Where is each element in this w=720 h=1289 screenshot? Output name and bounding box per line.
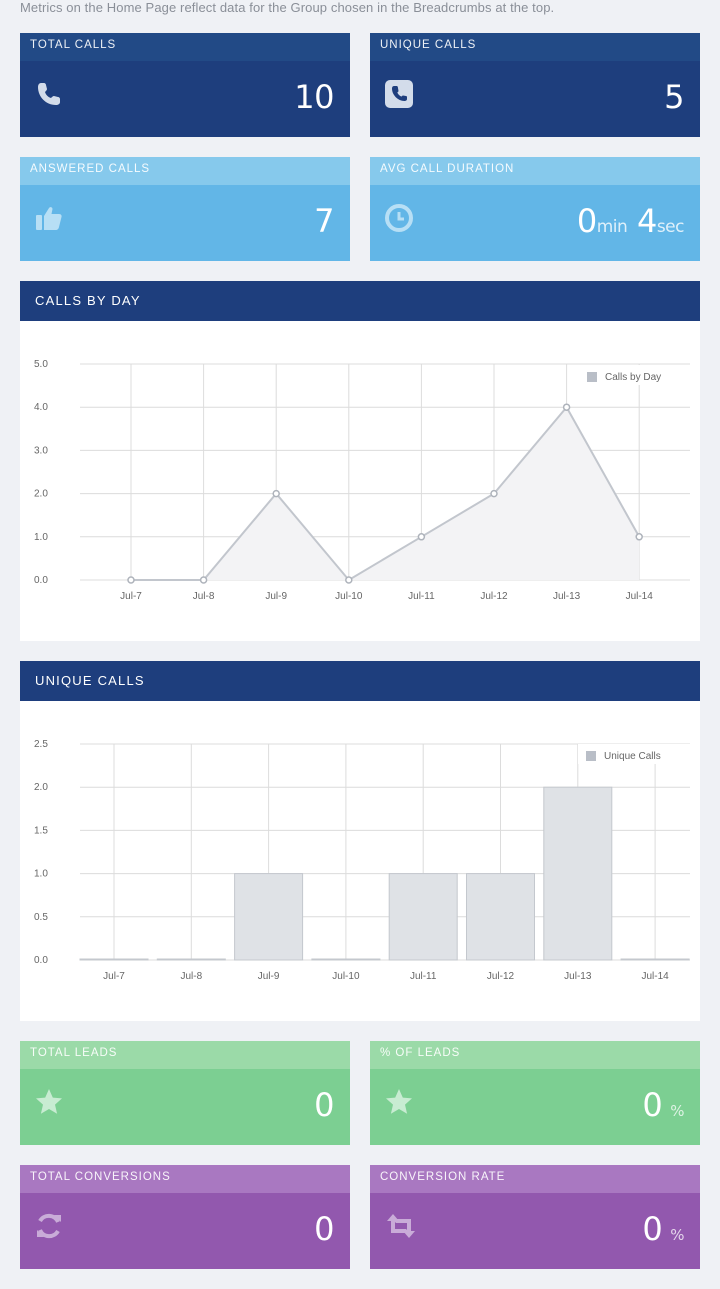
y-tick-label: 1.5 — [34, 825, 48, 836]
card-value: 0 — [642, 1210, 663, 1248]
card-value: 7 — [314, 202, 334, 240]
data-point — [127, 576, 135, 584]
y-tick-label: 5.0 — [34, 359, 48, 370]
y-tick-label: 2.5 — [34, 739, 48, 750]
x-tick-label: Jul-11 — [410, 971, 437, 982]
legend-box — [579, 365, 691, 385]
x-tick-label: Jul-8 — [180, 971, 202, 982]
x-tick-label: Jul-12 — [487, 971, 515, 982]
bar — [156, 958, 226, 961]
bar — [620, 958, 690, 961]
y-tick-label: 0.0 — [34, 575, 48, 586]
star-icon — [386, 1089, 412, 1114]
legend-swatch — [586, 751, 596, 761]
duration-seconds: 4 — [636, 202, 657, 240]
y-tick-label: 1.0 — [34, 532, 48, 543]
card-value: 5 — [664, 78, 684, 116]
card-label: CONVERSION RATE — [370, 1165, 700, 1193]
unique-calls-panel: UNIQUE CALLS 0.0 0.5 1.0 1.5 2.0 2.5 Jul-7 Jul-… — [20, 661, 700, 1021]
legend-box — [578, 744, 690, 764]
refresh-icon — [37, 1213, 61, 1239]
panel-title: CALLS BY DAY — [20, 281, 700, 321]
duration-sec-unit: sec — [656, 217, 685, 237]
intro-text: Metrics on the Home Page reflect data fo… — [20, 0, 555, 15]
y-tick-label: 4.0 — [34, 402, 48, 413]
y-tick-label: 2.0 — [34, 782, 48, 793]
card-label: TOTAL CALLS — [20, 33, 350, 61]
x-tick-label: Jul-7 — [120, 591, 142, 602]
x-tick-label: Jul-14 — [626, 591, 654, 602]
x-tick-label: Jul-10 — [332, 971, 360, 982]
x-tick-label: Jul-13 — [553, 591, 581, 602]
data-point — [562, 403, 571, 411]
bar — [543, 786, 613, 961]
data-point — [345, 576, 353, 584]
x-tick-label: Jul-7 — [103, 971, 125, 982]
bar — [79, 958, 149, 961]
pct-leads-card[interactable]: % OF LEADS 0% — [370, 1041, 700, 1145]
star-icon — [36, 1089, 62, 1114]
total-calls-card[interactable]: TOTAL CALLS 10 — [20, 33, 350, 137]
card-label: TOTAL CONVERSIONS — [20, 1165, 350, 1193]
x-tick-label: Jul-8 — [193, 591, 215, 602]
pct-leads-value: 0% — [642, 1083, 684, 1133]
legend-label: Unique Calls — [604, 751, 661, 762]
bar — [234, 873, 304, 961]
card-label: ANSWERED CALLS — [20, 157, 350, 185]
card-value: 0 — [642, 1086, 663, 1124]
x-tick-label: Jul-9 — [258, 971, 280, 982]
unique-calls-chart: 0.0 0.5 1.0 1.5 2.0 2.5 Jul-7 Jul-8 Jul-9 Jul-10 J… — [34, 739, 690, 982]
bar — [311, 958, 381, 961]
legend-label: Calls by Day — [605, 372, 661, 383]
x-tick-label: Jul-10 — [335, 591, 363, 602]
phone-square-icon — [385, 80, 413, 108]
bar — [466, 873, 535, 961]
y-tick-label: 0.0 — [34, 955, 48, 966]
duration-min-unit: min — [596, 217, 628, 237]
y-tick-label: 3.0 — [34, 445, 48, 456]
x-tick-label: Jul-12 — [480, 591, 508, 602]
card-label: TOTAL LEADS — [20, 1041, 350, 1069]
legend-swatch — [587, 372, 597, 382]
calls-by-day-chart: 0.0 1.0 2.0 3.0 4.0 5.0 Jul-7 Jul-8 Jul-9 Jul-10 J… — [34, 359, 691, 602]
duration-value: 0min 4sec — [576, 199, 685, 249]
y-tick-label: 1.0 — [34, 869, 48, 880]
data-point — [635, 533, 643, 541]
y-tick-label: 2.0 — [34, 489, 48, 500]
card-value: 0 — [314, 1086, 334, 1124]
clock-icon — [385, 204, 413, 232]
unique-calls-card[interactable]: UNIQUE CALLS 5 — [370, 33, 700, 137]
duration-minutes: 0 — [576, 202, 597, 240]
total-leads-card[interactable]: TOTAL LEADS 0 — [20, 1041, 350, 1145]
card-label: % OF LEADS — [370, 1041, 700, 1069]
data-point — [272, 489, 280, 498]
series-line — [131, 405, 641, 582]
panel-title: UNIQUE CALLS — [20, 661, 700, 701]
bar — [388, 873, 458, 961]
thumbs-up-icon — [36, 207, 62, 230]
x-tick-label: Jul-14 — [641, 971, 669, 982]
calls-by-day-panel: CALLS BY DAY 0.0 1.0 2.0 3.0 4.0 5.0 Jul-7 Jul-… — [20, 281, 700, 641]
avg-call-duration-card[interactable]: AVG CALL DURATION 0min 4sec — [370, 157, 700, 261]
card-label: AVG CALL DURATION — [370, 157, 700, 185]
data-point — [490, 489, 498, 498]
conversion-rate-card[interactable]: CONVERSION RATE 0% — [370, 1165, 700, 1269]
series-area — [131, 407, 640, 580]
card-label: UNIQUE CALLS — [370, 33, 700, 61]
x-tick-label: Jul-11 — [408, 591, 435, 602]
x-tick-label: Jul-9 — [265, 591, 287, 602]
card-value: 0 — [314, 1210, 334, 1248]
percent-unit: % — [670, 1226, 684, 1244]
answered-calls-card[interactable]: ANSWERED CALLS 7 — [20, 157, 350, 261]
retweet-icon — [387, 1214, 415, 1238]
card-value: 10 — [294, 78, 334, 116]
y-tick-label: 0.5 — [34, 912, 48, 923]
conversion-rate-value: 0% — [642, 1207, 684, 1257]
data-point — [199, 576, 208, 584]
x-tick-label: Jul-13 — [564, 971, 592, 982]
percent-unit: % — [670, 1102, 684, 1120]
total-conversions-card[interactable]: TOTAL CONVERSIONS 0 — [20, 1165, 350, 1269]
phone-icon — [38, 83, 60, 105]
data-point — [417, 533, 426, 541]
